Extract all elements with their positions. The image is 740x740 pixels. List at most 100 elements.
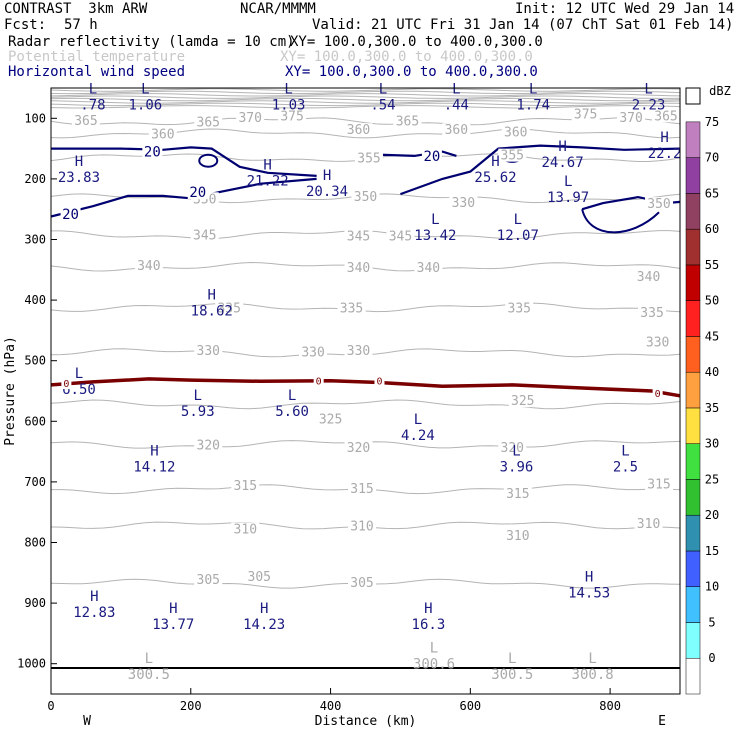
wind-extremum-kind: L [621,444,629,460]
colorbar-swatch [685,264,701,301]
y-tick-label: 200 [24,172,46,186]
theta-label-bg [231,522,260,536]
wind-extremum-value: 3.96 [500,460,534,476]
theta-label: 330 [301,346,324,361]
theta-label-bg [134,258,163,272]
valid-time: Valid: 21 UTC Fri 31 Jan 14 (07 ChT Sat … [312,17,734,33]
theta-label: 340 [137,259,160,274]
wind-extremum-value: .78 [80,97,105,113]
x-tick-label: 400 [320,699,342,713]
wind-extremum-kind: L [514,212,522,228]
theta-label: 350 [354,190,377,205]
colorbar-level: 50 [705,294,719,308]
x-tick-label: 600 [459,699,481,713]
theta-label-bg [508,394,537,408]
theta-label-bg [498,148,527,162]
wind-extremum-kind: H [150,444,158,460]
theta-contour-upper [50,90,681,95]
colorbar-swatch [685,479,701,516]
zero-line-label: 0 [376,377,382,388]
wind-extremum-kind: L [89,81,97,97]
wind-extremum-kind: L [431,212,439,228]
theta-label-bg [194,438,223,452]
theta-label: 330 [646,335,669,350]
wind-contour-label: 20 [62,207,79,223]
colorbar-swatch [685,228,701,266]
wind-extremum-value: 1.06 [128,97,162,113]
theta-label-bg [344,229,373,243]
theta-label-bg [194,572,223,586]
theta-label: 370 [238,111,261,126]
y-tick-label: 1000 [17,657,46,671]
colorbar-unit: dBZ [709,84,731,98]
colorbar-level: 25 [705,472,719,486]
theta-label-bg [194,115,223,129]
colorbar-level: 65 [705,186,719,200]
theta-label-bg [571,107,600,121]
zero-line-label: 0 [63,379,69,390]
theta-min-value: 300.5 [491,667,533,683]
wind-extremum-kind: L [284,81,292,97]
model-title: CONTRAST 3km ARW [4,1,148,17]
theta-label-bg [344,440,373,454]
wind-extremum-value: 2.23 [632,97,666,113]
wind-contour-20 [379,150,457,158]
wind-extremum-kind: L [564,174,572,190]
zero-label-bg [652,387,663,399]
wind-extremum-kind: H [260,601,268,617]
theta-label: 330 [347,344,370,359]
colorbar-cap [685,87,701,105]
wind-extremum-kind: L [194,388,202,404]
field-name-reflectivity: Radar reflectivity (lamda = 10 cm) [8,34,295,50]
theta-label: 310 [350,520,373,535]
theta-contour-upper [50,105,681,109]
theta-contour-upper [50,97,681,102]
theta-label-bg [414,260,443,274]
theta-labels: 365 360 365 370 375 360 365 360 360 375 370 365 355 3… [71,107,681,591]
wind-extremum-kind: H [585,570,593,586]
y-tick-label: 600 [24,414,46,428]
theta-label-bg [386,229,415,243]
y-tick-label: 700 [24,475,46,489]
colorbar-swatch [685,657,701,695]
theta-label-bg [634,517,663,531]
theta-contour-upper [50,88,681,92]
theta-label-bg [231,478,260,492]
theta-label: 350 [647,197,670,212]
colorbar-swatch [685,550,701,587]
colorbar-level: 35 [705,401,719,415]
wind-contour-20 [400,144,681,196]
colorbar: 0 5 10 15 20 25 30 35 40 45 50 55 60 65 70 75 dBZ [685,84,731,695]
theta-label-bg [348,481,377,495]
theta-label: 345 [389,229,412,244]
theta-label-bg [215,301,244,315]
wind-extremum-kind: L [452,81,460,97]
field-xy-reflectivity: XY= 100.0,300.0 to 400.0,300.0 [290,34,543,50]
theta-label-bg [351,189,380,203]
colorbar-level: 30 [705,437,719,451]
theta-label-bg [643,335,672,349]
colorbar-swatch [685,157,701,194]
theta-label: 310 [637,517,660,532]
theta-label-bg [348,519,377,533]
theta-label-bg [190,228,219,242]
colorbar-level: 75 [705,115,719,129]
theta-label-bg [337,301,366,315]
wind-extremum-kind: L [75,366,83,382]
wind-extremum-kind: L [529,81,537,97]
wind-contour-20 [198,153,219,168]
x-tick-label: 800 [599,699,621,713]
colorbar-swatch [685,371,701,409]
wind-extremum-value: .44 [444,97,469,113]
theta-min-kind: L [145,651,153,667]
wind-extremum-kind: L [414,412,422,428]
theta-label: 305 [197,573,220,588]
wind-extremum-value: 13.42 [414,228,456,244]
colorbar-swatch [685,121,701,158]
plot-frame [50,87,681,695]
theta-label: 375 [574,107,597,122]
theta-contour-upper [50,95,681,99]
x-tick-label: 200 [180,699,202,713]
fcst-value: 57 h [64,17,98,33]
theta-label-bg [71,114,100,128]
